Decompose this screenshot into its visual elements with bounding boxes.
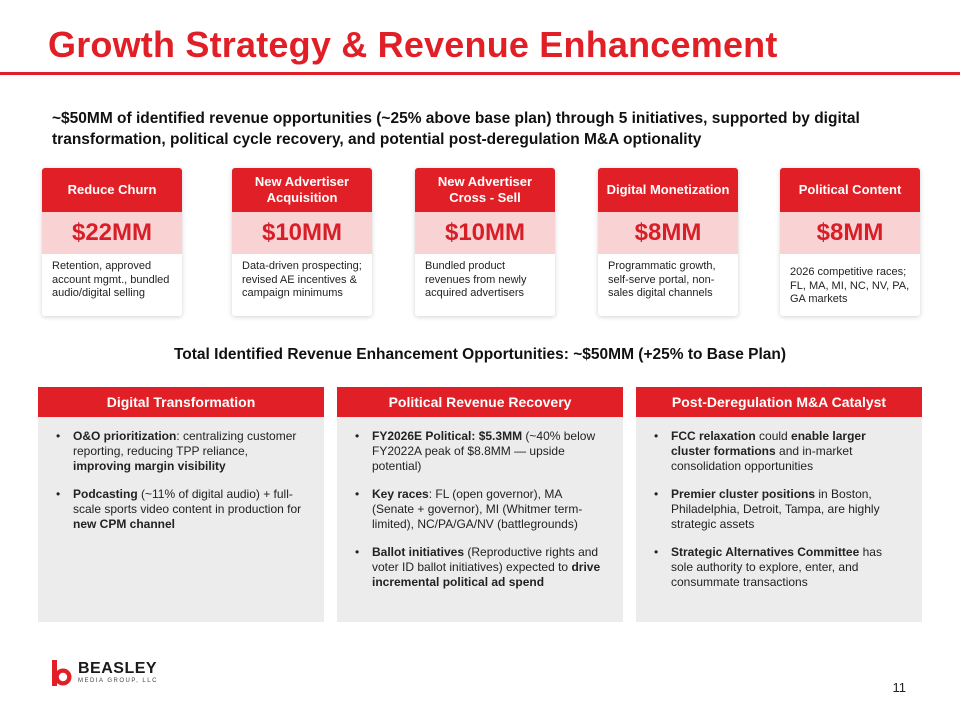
initiative-card-new-advertiser-acquisition: New Advertiser Acquisition $10MM Data-dr… — [232, 168, 372, 316]
card-description: Retention, approved account mgmt., bundl… — [52, 260, 170, 299]
panel-title: Political Revenue Recovery — [337, 387, 623, 417]
bullet-text: Strategic Alternatives Committee has sol… — [671, 545, 882, 589]
bullet-item: • Podcasting (~11% of digital audio) + fu… — [56, 487, 308, 532]
panel-bullets: • FY2026E Political: $5.3MM (~40% below F… — [337, 417, 623, 590]
logo-b-icon — [50, 658, 74, 688]
bullet-dot-icon: • — [355, 429, 360, 443]
panel-post-deregulation-ma-catalyst: Post-Deregulation M&A Catalyst • FCC rela… — [636, 387, 922, 622]
logo-tagline: MEDIA GROUP, LLC — [78, 678, 158, 684]
bullet-text: Podcasting (~11% of digital audio) + ful… — [73, 487, 302, 531]
bullet-dot-icon: • — [56, 487, 61, 501]
page-subtitle: ~$50MM of identified revenue opportuniti… — [52, 110, 860, 148]
card-title: Reduce Churn — [42, 168, 182, 212]
bullet-dot-icon: • — [56, 429, 61, 443]
panel-digital-transformation: Digital Transformation • O&O prioritizati… — [38, 387, 324, 622]
bullet-text: Key races: FL (open governor), MA (Senat… — [372, 487, 583, 531]
bullet-item: • Strategic Alternatives Committee has so… — [654, 545, 906, 590]
card-amount: $8MM — [598, 212, 738, 254]
logo-name: BEASLEY — [78, 660, 158, 677]
bullet-dot-icon: • — [654, 487, 659, 501]
panel-title: Digital Transformation — [38, 387, 324, 417]
beasley-logo: BEASLEY MEDIA GROUP, LLC — [50, 658, 158, 688]
bullet-item: • FCC relaxation could enable larger clus… — [654, 429, 906, 474]
card-description: Data-driven prospecting; revised AE ince… — [242, 260, 362, 299]
panel-bullets: • O&O prioritization: centralizing custom… — [38, 417, 324, 532]
page-number: 11 — [892, 680, 907, 695]
bullet-dot-icon: • — [654, 545, 659, 559]
panel-title: Post-Deregulation M&A Catalyst — [636, 387, 922, 417]
bullet-text: FCC relaxation could enable larger clust… — [671, 429, 866, 473]
card-title: Digital Monetization — [598, 168, 738, 212]
card-title: New Advertiser Acquisition — [232, 168, 372, 212]
bullet-dot-icon: • — [355, 487, 360, 501]
initiative-card-reduce-churn: Reduce Churn $22MM Retention, approved a… — [42, 168, 182, 316]
panel-political-revenue-recovery: Political Revenue Recovery • FY2026E Poli… — [337, 387, 623, 622]
card-amount: $8MM — [780, 212, 920, 254]
panel-bullets: • FCC relaxation could enable larger clus… — [636, 417, 922, 590]
bullet-text: Premier cluster positions in Boston, Phi… — [671, 487, 880, 531]
bullet-text: FY2026E Political: $5.3MM (~40% below FY… — [372, 429, 596, 473]
card-description: 2026 competitive races; FL, MA, MI, NC, … — [790, 266, 910, 305]
card-title: Political Content — [780, 168, 920, 212]
bullet-item: • Key races: FL (open governor), MA (Sena… — [355, 487, 607, 532]
total-opportunities-line: Total Identified Revenue Enhancement Opp… — [173, 346, 787, 363]
initiative-card-political-content: Political Content $8MM 2026 competitive … — [780, 168, 920, 316]
page-title: Growth Strategy & Revenue Enhancement — [48, 24, 778, 65]
card-description: Bundled product revenues from newly acqu… — [425, 260, 527, 299]
card-amount: $22MM — [42, 212, 182, 254]
card-amount: $10MM — [232, 212, 372, 254]
bullet-item: • Premier cluster positions in Boston, Ph… — [654, 487, 906, 532]
initiative-card-digital-monetization: Digital Monetization $8MM Programmatic g… — [598, 168, 738, 316]
bullet-item: • Ballot initiatives (Reproductive rights… — [355, 545, 607, 590]
card-title: New Advertiser Cross - Sell — [415, 168, 555, 212]
title-divider — [0, 72, 960, 75]
card-description: Programmatic growth, self-serve portal, … — [608, 260, 716, 299]
bullet-dot-icon: • — [654, 429, 659, 443]
bullet-item: • O&O prioritization: centralizing custom… — [56, 429, 308, 474]
bullet-dot-icon: • — [355, 545, 360, 559]
card-amount: $10MM — [415, 212, 555, 254]
bullet-text: Ballot initiatives (Reproductive rights … — [372, 545, 601, 589]
initiative-card-new-advertiser-cross-sell: New Advertiser Cross - Sell $10MM Bundle… — [415, 168, 555, 316]
bullet-item: • FY2026E Political: $5.3MM (~40% below F… — [355, 429, 607, 474]
bullet-text: O&O prioritization: centralizing custome… — [73, 429, 297, 473]
